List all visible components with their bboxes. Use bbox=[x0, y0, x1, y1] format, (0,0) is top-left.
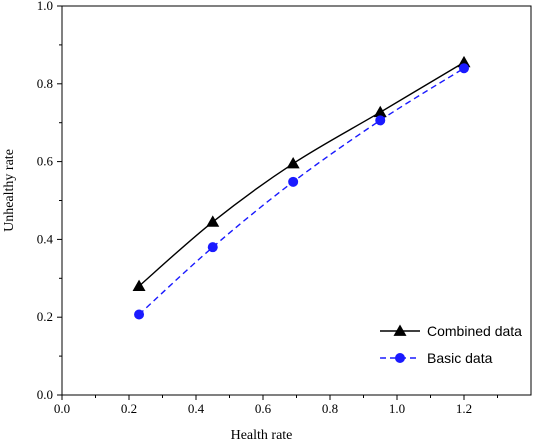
legend-marker bbox=[393, 324, 407, 336]
data-point bbox=[286, 157, 300, 169]
y-tick-label: 0.6 bbox=[37, 154, 54, 169]
x-tick-label: 0.0 bbox=[54, 401, 70, 416]
x-tick-label: 0.2 bbox=[121, 401, 137, 416]
x-tick-label: 0.8 bbox=[322, 401, 338, 416]
y-tick-label: 0.0 bbox=[37, 387, 53, 402]
series-layer bbox=[132, 55, 471, 320]
data-point bbox=[207, 242, 218, 253]
data-point bbox=[459, 63, 469, 74]
axes: 0.0 0.2 0.4 0.6 0.8 1.0 1.2 0.0 0.2 0.4 0.6 0.8 1.0 bbox=[37, 0, 532, 416]
series-2 bbox=[134, 63, 469, 320]
y-tick-label: 1.0 bbox=[37, 0, 53, 13]
legend-marker bbox=[395, 353, 405, 363]
legend: Combined data Basic data bbox=[380, 323, 522, 366]
x-tick-label: 0.6 bbox=[255, 401, 272, 416]
y-axis-title: Unhealthy rate bbox=[2, 149, 17, 232]
data-point bbox=[375, 115, 386, 126]
data-point bbox=[132, 279, 146, 291]
x-tick-label: 1.0 bbox=[389, 401, 405, 416]
data-point bbox=[134, 309, 145, 320]
data-point bbox=[206, 215, 220, 227]
legend-label: Combined data bbox=[427, 323, 522, 339]
legend-label: Basic data bbox=[427, 350, 493, 366]
series-line bbox=[138, 61, 465, 287]
x-tick-label: 1.2 bbox=[456, 401, 472, 416]
series-1 bbox=[132, 55, 471, 291]
data-point bbox=[288, 176, 299, 187]
x-axis-title: Health rate bbox=[231, 428, 293, 443]
y-tick-label: 0.8 bbox=[37, 76, 53, 91]
y-tick-label: 0.4 bbox=[37, 231, 54, 246]
x-tick-label: 0.4 bbox=[188, 401, 205, 416]
series-line bbox=[138, 67, 465, 315]
data-point bbox=[457, 55, 471, 68]
y-tick-label: 0.2 bbox=[37, 309, 53, 324]
data-point bbox=[373, 105, 387, 118]
